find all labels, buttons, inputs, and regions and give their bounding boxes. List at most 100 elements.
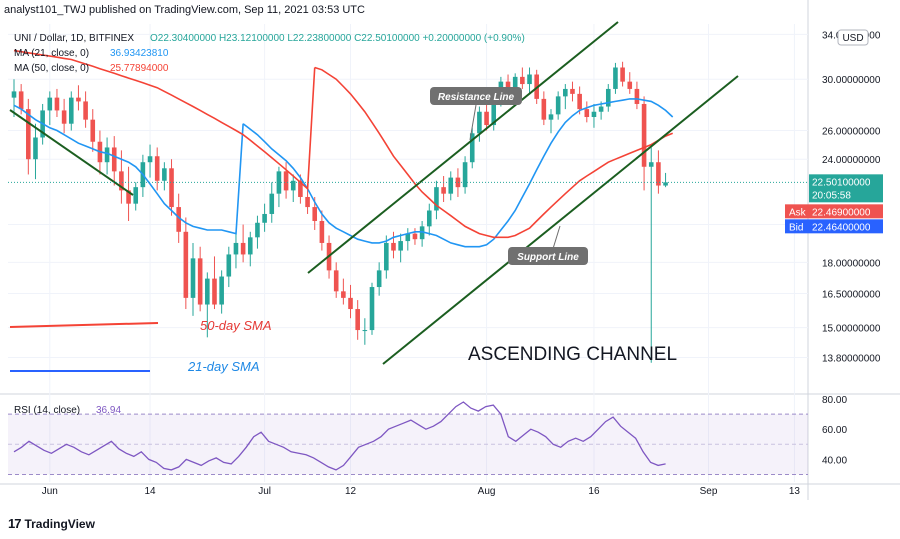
last-price-label: 22.50100000 — [812, 177, 871, 188]
ma21-line — [242, 98, 674, 248]
candle-body — [391, 242, 396, 251]
publisher-text: analyst101_TWJ published on TradingView.… — [4, 4, 365, 16]
time-tick-label: Sep — [700, 486, 718, 497]
candle-body — [441, 187, 446, 194]
ask-value: 22.46900000 — [812, 207, 871, 218]
candle-body — [563, 88, 568, 97]
ask-text: Ask — [789, 207, 807, 218]
candle-body — [290, 180, 296, 191]
candle-body — [555, 96, 561, 115]
candle-body — [605, 88, 611, 107]
candle-body — [233, 242, 239, 255]
legend: UNI / Dollar, 1D, BITFINEX O22.30400000 H… — [14, 33, 525, 74]
candle-body — [426, 210, 432, 227]
ascending-channel-label: ASCENDING CHANNEL — [468, 344, 677, 365]
candle-body — [90, 119, 96, 142]
resistance-callout-text: Resistance Line — [438, 92, 515, 103]
countdown-label: 20:05:58 — [812, 190, 851, 201]
time-tick-label: 16 — [588, 486, 600, 497]
tradingview-logo-text: TradingView — [24, 516, 95, 531]
candle-body — [226, 254, 232, 277]
resistance-callout-box — [430, 87, 522, 105]
candle-body — [634, 88, 640, 104]
candle-body — [548, 114, 554, 120]
tradingview-logo: 17 TradingView — [8, 516, 95, 531]
ma21-value: 36.93423810 — [110, 48, 169, 59]
channel-upper-line — [307, 21, 619, 274]
candle-body — [656, 162, 661, 186]
candle-body — [520, 76, 525, 85]
price-tick-label: 13.80000000 — [822, 354, 881, 365]
candle-body — [169, 168, 174, 208]
candle-body — [341, 291, 346, 298]
candle-body — [147, 156, 153, 163]
candle-body — [190, 258, 196, 298]
moving-averages — [13, 49, 674, 248]
price-tick-label: 18.00000000 — [822, 258, 881, 269]
candle-body — [384, 242, 389, 271]
candle-body — [47, 97, 53, 111]
rsi-line — [13, 401, 666, 471]
rsi-tick-label: 60.00 — [822, 425, 847, 436]
candle-body — [126, 190, 131, 204]
bid-box — [809, 219, 883, 234]
last-price-box — [809, 174, 883, 203]
candle-body — [663, 182, 668, 186]
resistance-callout: Resistance Line — [430, 87, 522, 141]
candle-body — [133, 187, 139, 204]
candle-body — [577, 93, 582, 110]
candle-body — [584, 109, 590, 118]
candle-body — [455, 177, 461, 188]
candle-body — [648, 162, 654, 167]
candle-body — [305, 196, 310, 208]
candles — [11, 61, 668, 363]
bid-text: Bid — [789, 222, 803, 233]
candle-body — [240, 242, 246, 255]
ask-box — [809, 204, 883, 219]
candle-body — [205, 278, 210, 305]
candle-body — [283, 171, 289, 191]
currency-badge-text: USD — [842, 33, 863, 44]
candle-body — [54, 97, 60, 111]
time-tick-label: Jul — [258, 486, 271, 497]
candle-body — [477, 111, 482, 134]
candle-body — [68, 97, 74, 124]
candle-body — [641, 103, 647, 167]
time-tick-label: Aug — [478, 486, 496, 497]
bid-value: 22.46400000 — [812, 222, 871, 233]
candle-body — [26, 109, 31, 160]
candle-body — [111, 147, 117, 172]
drawings — [9, 322, 159, 372]
candle-body — [570, 88, 575, 94]
candle-body — [419, 226, 425, 240]
ma21-line-early — [13, 104, 244, 235]
symbol-label: UNI / Dollar, 1D, BITFINEX — [14, 33, 134, 44]
candle-body — [262, 213, 267, 223]
candle-body — [434, 187, 439, 211]
rsi-label: RSI (14, close) — [14, 405, 80, 416]
candle-body — [183, 231, 189, 298]
candle-body — [18, 91, 24, 110]
support-callout-text: Support Line — [517, 252, 579, 263]
candle-body — [541, 98, 547, 120]
candle-body — [76, 97, 81, 102]
bid-tag — [785, 219, 809, 234]
candle-body — [61, 110, 67, 124]
price-tick-label: 16.50000000 — [822, 290, 881, 301]
tradingview-logo-icon: 17 — [8, 516, 22, 531]
candle-body — [405, 233, 411, 242]
candle-body — [491, 96, 497, 126]
price-tick-label: 26.00000000 — [822, 127, 881, 138]
candle-body — [448, 177, 454, 194]
candle-body — [598, 106, 604, 112]
candle-body — [376, 270, 382, 288]
candle-body — [398, 241, 403, 251]
candle-body — [319, 220, 325, 243]
candle-body — [298, 180, 303, 197]
candle-body — [348, 297, 353, 310]
sma21-label: 21-day SMA — [187, 359, 260, 374]
sma50-line-drawing — [9, 322, 159, 328]
candle-body — [369, 287, 375, 331]
ma50-value: 25.77894000 — [110, 63, 169, 74]
